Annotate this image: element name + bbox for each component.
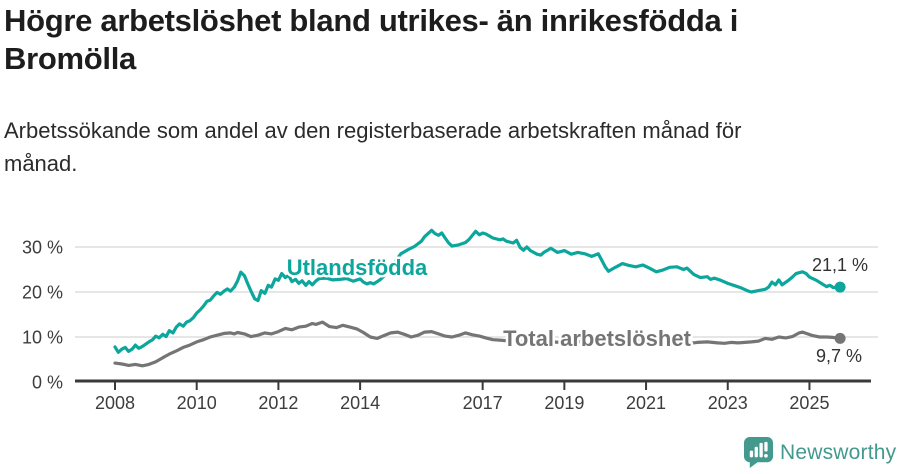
utlandsfodda-end-dot — [834, 281, 846, 293]
utlandsfodda-line — [113, 228, 842, 354]
x-tick-label: 2025 — [789, 393, 829, 413]
y-tick-label: 30 % — [22, 238, 63, 258]
x-tick-label: 2008 — [95, 393, 135, 413]
x-tick-label: 2021 — [626, 393, 666, 413]
y-tick-label: 10 % — [22, 328, 63, 348]
total-arbetsloshet-end-value: 9,7 % — [816, 346, 862, 366]
x-tick-label: 2014 — [340, 393, 380, 413]
page-subtitle: Arbetssökande som andel av den registerb… — [4, 118, 742, 176]
x-axis-ticks: 2008 2010 2012 2014 2017 2019 2021 2023 2025 — [95, 381, 829, 413]
y-tick-label: 20 % — [22, 283, 63, 303]
newsworthy-logo[interactable]: Newsworthy — [743, 436, 896, 469]
x-tick-label: 2010 — [177, 393, 217, 413]
y-axis-labels: 0 % 10 % 20 % 30 % — [22, 238, 63, 393]
total-arbetsloshet-line — [113, 320, 842, 368]
newsworthy-speech-bubble-icon — [743, 437, 774, 468]
x-tick-label: 2023 — [708, 393, 748, 413]
page-title: Högre arbetslöshet bland utrikes- än inr… — [4, 3, 739, 76]
total-arbetsloshet-label: Total arbetslöshet — [503, 326, 692, 351]
x-tick-label: 2017 — [463, 393, 503, 413]
utlandsfodda-end-value: 21,1 % — [812, 255, 868, 275]
newsworthy-logo-text: Newsworthy — [780, 440, 897, 464]
x-tick-label: 2019 — [544, 393, 584, 413]
utlandsfodda-label: Utlandsfödda — [287, 255, 428, 280]
x-tick-label: 2012 — [258, 393, 298, 413]
total-arbetsloshet-end-dot — [834, 332, 846, 344]
y-tick-label: 0 % — [32, 373, 63, 393]
